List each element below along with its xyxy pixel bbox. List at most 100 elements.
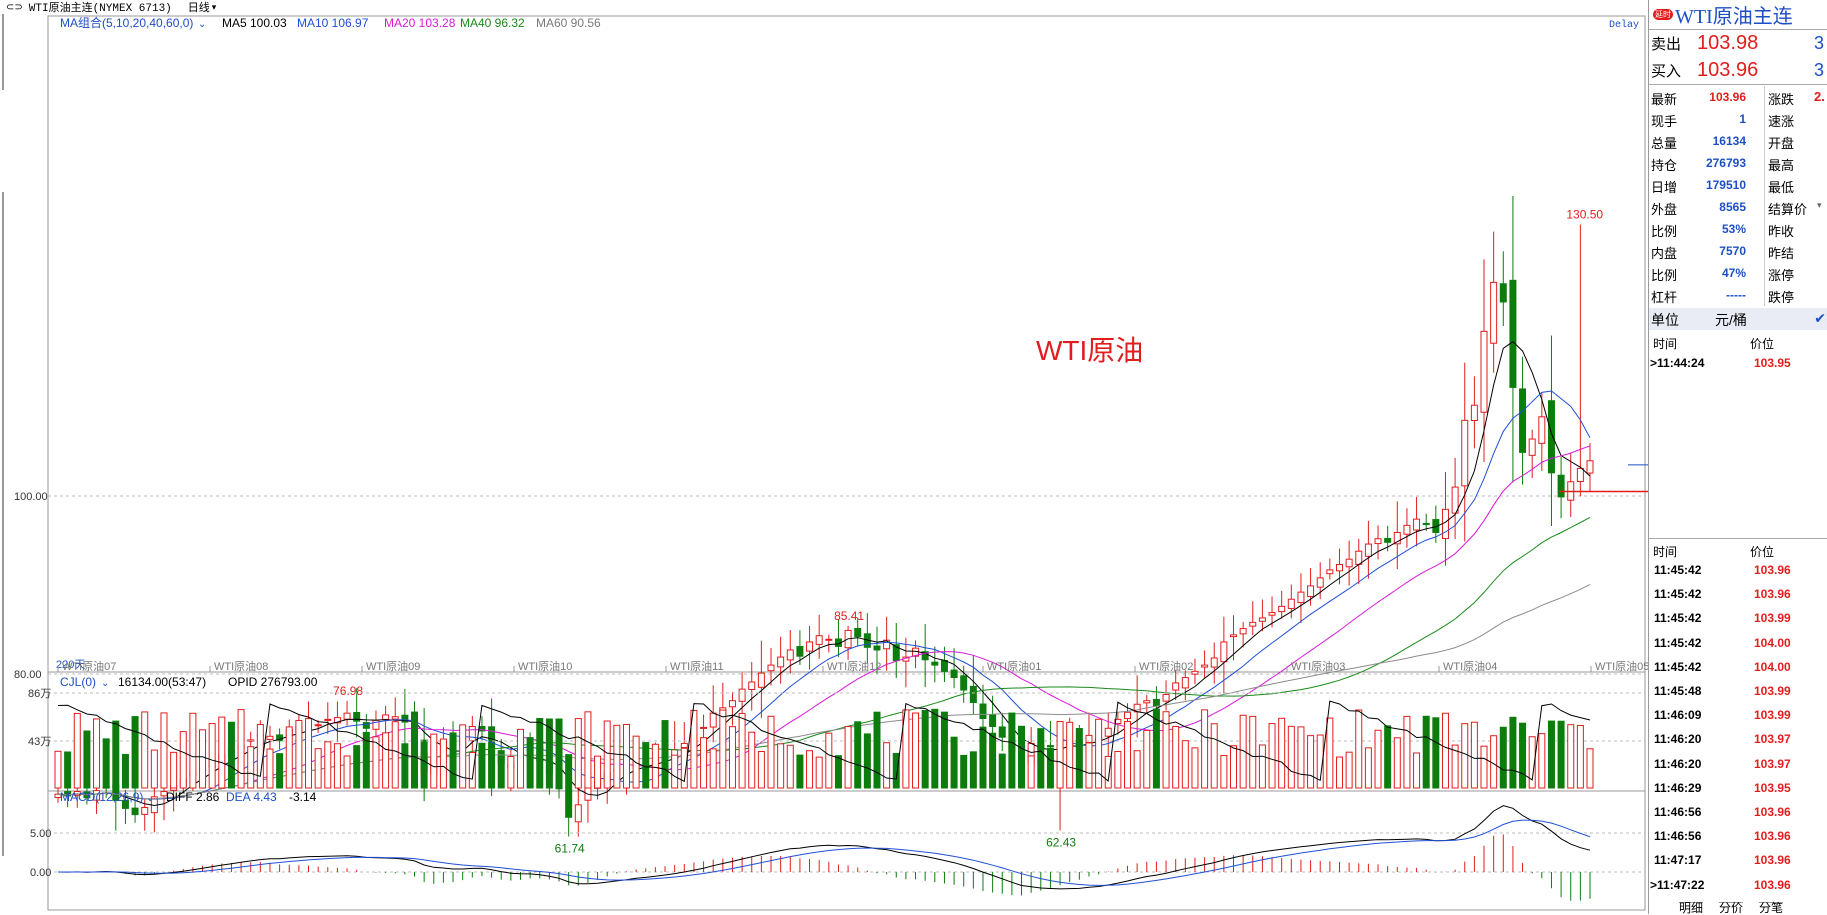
volume-bar [728, 726, 736, 789]
candle-body [1576, 467, 1584, 483]
candle-body [324, 718, 332, 721]
volume-bar [102, 738, 110, 789]
volume-bar [680, 747, 688, 789]
stat-right-value: 2. [1814, 89, 1825, 104]
sell-qty: 3 [1813, 32, 1824, 53]
candle-body [1172, 682, 1180, 691]
candle-body [700, 726, 708, 729]
candle-body [1451, 486, 1459, 514]
volume-bar [1567, 724, 1575, 789]
volume-bar [777, 743, 785, 789]
volume-bar [83, 730, 91, 789]
stat-row: 内盘 7570 昨结 [1649, 240, 1827, 262]
ma-legend-item: MA60 90.56 [536, 16, 601, 30]
stat-value: 8565 [1719, 200, 1746, 214]
checkmark-icon[interactable]: ✔ [1814, 310, 1826, 326]
ticks-time-header: 时间 [1653, 545, 1678, 559]
macd-value: -3.14 [289, 790, 317, 804]
unit-value[interactable]: 元/桶 [1715, 312, 1747, 328]
period-selector[interactable]: 日线 ▾ [188, 0, 217, 15]
volume-bar [1461, 723, 1469, 789]
volume-bar [372, 736, 380, 789]
volume-bar [497, 755, 505, 789]
y-tick-label: 100.00 [14, 491, 48, 503]
tick-row: 11:45:42 104.00 [1649, 636, 1827, 660]
candle-body [401, 714, 409, 723]
tick-price: 103.99 [1754, 684, 1791, 698]
stat-value: 1 [1739, 112, 1746, 126]
volume-bar [1384, 725, 1392, 789]
tick-price: 103.97 [1754, 732, 1791, 747]
tick-price: 103.99 [1754, 611, 1791, 626]
volume-bar [622, 724, 630, 789]
open-interest-line [57, 700, 1591, 783]
candle-body [1201, 664, 1209, 668]
volume-bar [825, 732, 833, 789]
candle-body [1210, 657, 1218, 668]
candle-body [680, 742, 688, 749]
tick-time: 11:45:42 [1654, 659, 1702, 674]
volume-bar [555, 718, 563, 789]
stat-right-label: 昨结 [1768, 246, 1795, 261]
volume-bar [1066, 721, 1074, 789]
link-icon[interactable]: ⊂⊃ [6, 1, 23, 13]
contract-label: WTI原油08 [214, 659, 268, 673]
stat-row: 总量 16134 开盘 [1649, 130, 1827, 152]
volume-bar [401, 743, 409, 789]
tab-0[interactable]: 明细 [1679, 901, 1704, 915]
stat-value: 179510 [1705, 178, 1746, 192]
tab-2[interactable]: 分笔 [1759, 901, 1784, 915]
unit-row: 单位 元/桶 ✔ [1649, 308, 1827, 330]
candle-body [1422, 523, 1430, 526]
settlement-dropdown-icon[interactable]: ▾ [1817, 200, 1822, 210]
quote-panel: 延时 WTI原油主连 卖出 103.98 3 买入 103.96 3 最新 103… [1648, 0, 1827, 914]
macd-diff-line [57, 805, 1591, 890]
tab-1[interactable]: 分价 [1719, 901, 1744, 915]
candle-body [1557, 474, 1565, 498]
macd-tick-label: 0.00 [30, 867, 51, 879]
tick-price: 103.96 [1754, 829, 1791, 844]
bottom-tabs: 明细 分价 分笔 [1649, 902, 1827, 914]
volume-bar [873, 711, 881, 789]
y-tick-label: 80.00 [14, 669, 42, 681]
volume-bar [507, 755, 515, 789]
candlestick-chart[interactable]: 100.00 80.00 MA组合(5,10,20,40,60,0) MA5 100.… [0, 0, 1648, 914]
volume-bar [1316, 734, 1324, 789]
stat-label: 比例 [1651, 268, 1678, 283]
stat-label: 最新 [1651, 92, 1678, 107]
volume-bar [1374, 729, 1382, 789]
tick-time: 11:46:20 [1654, 756, 1702, 771]
volume-bar [1114, 751, 1122, 789]
candle-body [131, 807, 139, 816]
stat-label: 比例 [1651, 224, 1678, 239]
panel-title: WTI原油主连 [1675, 5, 1793, 28]
volume-bar [1152, 708, 1160, 789]
chart-title[interactable]: WTI原油主连(NYMEX 6713) [28, 3, 172, 15]
volume-bar [141, 711, 149, 789]
peak-label: 76.98 [333, 684, 363, 698]
volume-bar [921, 709, 929, 789]
candle-body [1528, 438, 1536, 456]
stat-right-label: 涨停 [1768, 268, 1795, 283]
volume-bar [1201, 709, 1209, 789]
volume-bar [1046, 747, 1054, 789]
volume-bar [671, 754, 679, 789]
candle-body [1499, 283, 1507, 303]
stat-value: 47% [1721, 266, 1746, 280]
tick-time: 11:46:09 [1654, 708, 1702, 723]
candle-body [1547, 400, 1555, 474]
contract-label: WTI原油10 [518, 659, 572, 673]
contract-label: WTI原油05 [1595, 659, 1648, 673]
volume-bar [420, 752, 428, 789]
macd-dea: DEA 4.43 [226, 790, 277, 804]
recent-price-header: 价位 [1750, 337, 1775, 351]
volume-bar [1210, 723, 1218, 789]
volume-bar [700, 737, 708, 789]
candle-body [979, 703, 987, 719]
volume-bar [1355, 709, 1363, 789]
tick-price: 104.00 [1754, 635, 1791, 650]
buy-qty: 3 [1813, 59, 1824, 80]
ticks-header: 时间 价位 [1649, 543, 1827, 567]
candle-body [1297, 591, 1305, 604]
volume-bar [1470, 721, 1478, 789]
